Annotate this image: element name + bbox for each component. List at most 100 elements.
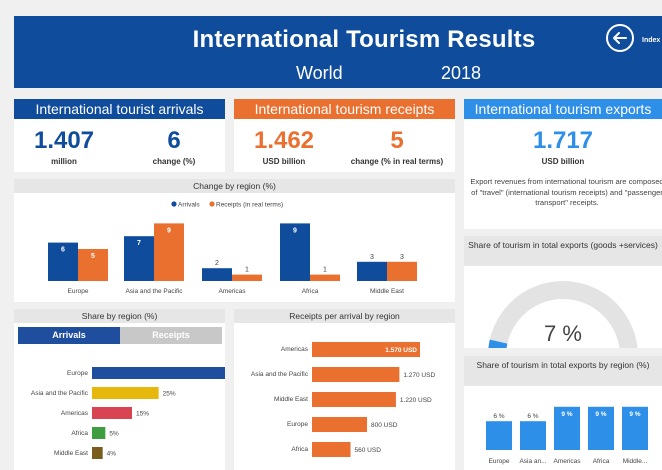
gauge-track: [488, 281, 638, 348]
bar-label-1-0: 5: [91, 253, 95, 260]
ser-cat-1: Asia an...: [519, 458, 546, 465]
ser-cat-0: Europe: [489, 458, 510, 465]
bar-1-3: [310, 274, 340, 281]
category-label-3: Africa: [302, 288, 319, 295]
ser-value-4: 9 %: [629, 411, 640, 418]
arrivals-value: 1.407: [33, 127, 95, 154]
change-by-region-panel: Change by region (%) Arrivals Receipts (i…: [14, 179, 455, 302]
category-label-0: Europe: [68, 288, 89, 295]
category-label-1: Asia and the Pacific: [125, 288, 183, 295]
toggle-arrivals-button[interactable]: Arrivals: [18, 327, 120, 344]
ser-bar-3: [588, 406, 614, 450]
share-exports-by-region-panel: Share of tourism in total exports by reg…: [464, 356, 662, 470]
ser-bar-4: [622, 406, 648, 450]
bar-0-1: [124, 236, 154, 281]
share-bar-2: [92, 407, 132, 419]
share-bar-3: [92, 427, 106, 439]
arrivals-kpi-title: International tourist arrivals: [14, 99, 225, 119]
share-bar-0: [92, 367, 225, 379]
legend-label-0: Arrivals: [178, 202, 200, 209]
back-arrow-icon[interactable]: [606, 24, 634, 52]
exports-kpi-title: International tourism exports: [464, 99, 662, 119]
share-chart-title: Share by region (%): [14, 309, 225, 323]
region-label: World: [296, 63, 343, 83]
receipts-change-label: change (% in real terms): [350, 157, 444, 166]
receipts-kpi-card: International tourism receipts 1.462 USD…: [234, 99, 455, 172]
exports-note: Export revenues from international touri…: [470, 177, 662, 207]
ser-bar-0: [486, 421, 512, 450]
year-label: 2018: [441, 63, 482, 83]
bar-label-0-2: 2: [215, 260, 219, 267]
arrivals-change: 6: [167, 127, 181, 154]
share-cat-0: Europe: [67, 370, 88, 377]
share-by-region-panel: Share by region (%) Arrivals Receipts Eu…: [14, 309, 225, 470]
rpa-bar-1: [312, 367, 400, 382]
ser-cat-3: Africa: [593, 458, 610, 465]
rpa-bar-2: [312, 392, 396, 407]
share-bar-4: [92, 447, 103, 459]
bar-0-0: [48, 242, 78, 281]
receipts-per-arrival-title: Receipts per arrival by region: [234, 309, 455, 323]
exports-value: 1.717: [532, 127, 594, 154]
legend-marker-1: [209, 201, 215, 207]
share-cat-3: Africa: [71, 430, 88, 437]
share-cat-4: Middle East: [54, 450, 88, 457]
gauge-value: 7 %: [544, 321, 582, 346]
bar-label-1-4: 3: [400, 254, 404, 261]
ser-bar-1: [520, 421, 546, 450]
category-label-4: Middle East: [370, 288, 404, 295]
index-link[interactable]: Index: [642, 37, 661, 44]
bar-0-3: [280, 223, 310, 281]
gauge-fill: [488, 339, 508, 348]
rpa-value-0: 1.570 USD: [385, 347, 417, 354]
bar-1-0: [78, 249, 108, 281]
ser-value-3: 9 %: [595, 411, 606, 418]
bar-0-4: [357, 261, 387, 281]
share-exports-gauge: 7 %: [488, 281, 638, 348]
bar-label-0-0: 6: [61, 247, 65, 254]
receipts-unit: USD billion: [262, 157, 306, 166]
share-bar-1: [92, 387, 159, 399]
ser-cat-4: Middle...: [623, 458, 648, 465]
ser-cat-2: Americas: [553, 458, 581, 465]
ser-value-1: 6 %: [527, 413, 538, 420]
ser-bar-2: [554, 406, 580, 450]
bar-label-0-1: 7: [137, 240, 141, 247]
share-value-4: 4%: [107, 451, 117, 458]
receipts-per-arrival-chart: Americas 1.570 USD Asia and the Pacific 1.2…: [251, 342, 435, 457]
change-chart-title: Change by region (%): [14, 179, 455, 193]
arrivals-kpi-card: International tourist arrivals 1.407 mil…: [14, 99, 225, 172]
arrivals-unit: million: [51, 157, 77, 166]
share-value-2: 15%: [136, 411, 149, 418]
receipts-change: 5: [390, 127, 404, 154]
rpa-value-3: 800 USD: [371, 422, 398, 429]
rpa-cat-3: Europe: [287, 421, 308, 428]
bar-label-1-2: 1: [245, 267, 249, 274]
share-by-region-chart: Europe51%Asia and the Pacific25%Americas…: [31, 367, 225, 459]
receipts-kpi-title: International tourism receipts: [234, 99, 455, 119]
bar-1-4: [387, 261, 417, 281]
receipts-value: 1.462: [253, 127, 315, 154]
share-value-1: 25%: [163, 391, 176, 398]
share-exports-by-region-chart: 6 % Europe 6 % Asia an... 9 % Americas 9 % Afri…: [486, 406, 648, 465]
exports-unit: USD billion: [541, 157, 585, 166]
arrivals-change-label: change (%): [152, 157, 196, 166]
toggle-receipts-button[interactable]: Receipts: [120, 327, 222, 344]
bar-label-0-3: 9: [293, 227, 297, 234]
rpa-value-4: 560 USD: [355, 447, 382, 454]
rpa-cat-4: Africa: [291, 446, 308, 453]
header-banner: International Tourism Results World 2018…: [14, 16, 662, 88]
ser-value-2: 9 %: [561, 411, 572, 418]
rpa-cat-1: Asia and the Pacific: [251, 371, 309, 378]
share-cat-2: Americas: [61, 410, 89, 417]
share-exports-title: Share of tourism in total exports (goods…: [464, 236, 662, 266]
ser-value-0: 6 %: [493, 413, 504, 420]
bar-label-1-3: 1: [323, 267, 327, 274]
receipts-per-arrival-panel: Receipts per arrival by region Americas 1…: [234, 309, 455, 470]
page-title: International Tourism Results: [192, 26, 536, 53]
bar-label-1-1: 9: [167, 227, 171, 234]
category-label-2: Americas: [218, 288, 246, 295]
share-value-3: 5%: [109, 431, 119, 438]
bar-label-0-4: 3: [370, 254, 374, 261]
rpa-bar-4: [312, 442, 351, 457]
